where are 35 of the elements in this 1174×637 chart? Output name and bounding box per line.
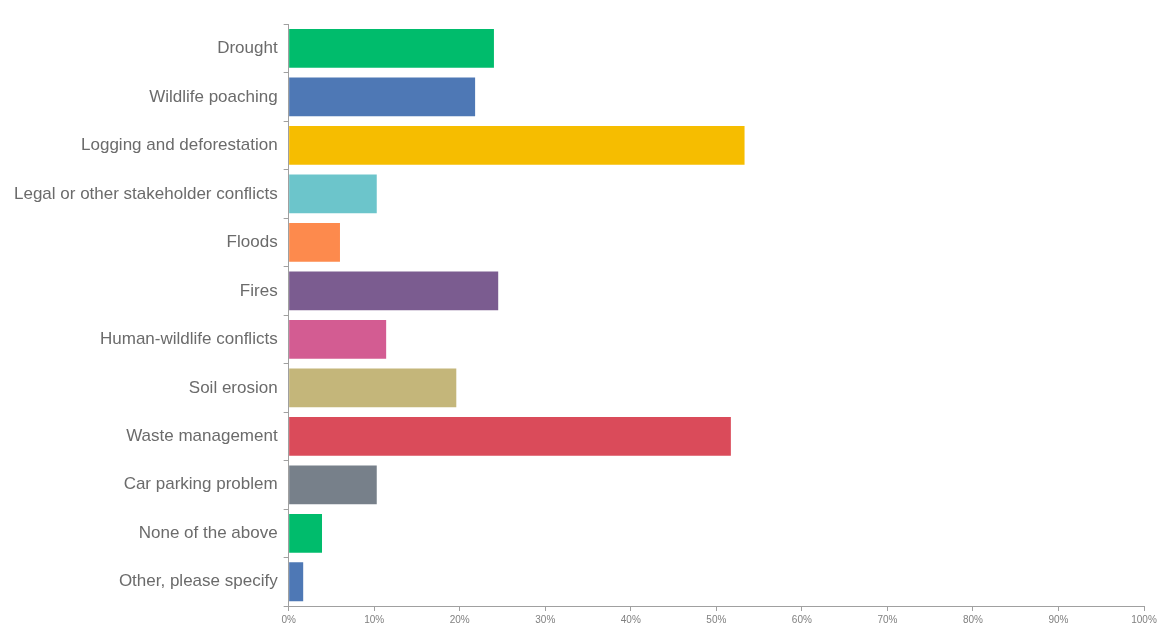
x-tick-label: 10% <box>364 613 385 625</box>
y-tick-label: Legal or other stakeholder conflicts <box>13 183 278 203</box>
y-tick-label: Other, please specify <box>118 571 279 591</box>
y-tick-label: Floods <box>226 232 278 252</box>
x-tick-label: 60% <box>791 613 812 625</box>
y-tick-label: Fires <box>239 280 278 300</box>
x-tick-label: 50% <box>706 613 727 625</box>
y-tick-label: None of the above <box>138 522 278 542</box>
x-tick-label: 20% <box>449 613 470 625</box>
bar <box>289 222 340 262</box>
bar <box>289 126 745 165</box>
x-tick-label: 90% <box>1048 613 1069 625</box>
y-tick-label: Soil erosion <box>188 377 278 397</box>
y-tick-label: Logging and deforestation <box>81 135 278 155</box>
x-tick-label: 40% <box>620 613 641 625</box>
y-tick-label: Drought <box>217 38 278 58</box>
bar <box>289 319 387 359</box>
bar <box>289 271 499 311</box>
y-tick-label: Waste management <box>126 426 278 445</box>
bar <box>289 465 377 505</box>
y-tick-label: Car parking problem <box>123 474 278 494</box>
x-tick-label: 80% <box>962 613 984 625</box>
bar <box>289 562 304 602</box>
y-tick-label: Wildlife poaching <box>149 86 278 106</box>
bar <box>289 416 731 456</box>
bar <box>289 77 476 117</box>
x-tick-label: 30% <box>535 613 556 625</box>
x-tick-label: 0% <box>281 613 296 625</box>
x-tick-label: 70% <box>877 613 898 625</box>
bar <box>289 368 457 408</box>
x-tick-label: 100% <box>1131 613 1157 625</box>
y-tick-label: Human-wildlife conflicts <box>100 329 278 349</box>
bar <box>289 29 494 68</box>
bar <box>289 513 323 553</box>
bar <box>289 174 377 214</box>
